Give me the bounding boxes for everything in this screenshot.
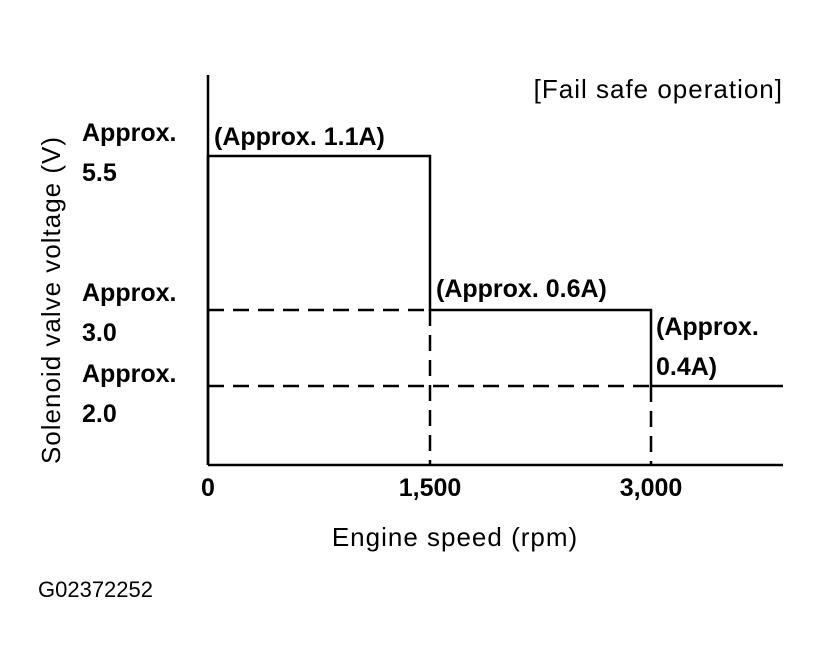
x-tick-labels: 0 1,500 3,000 xyxy=(201,474,682,502)
current-label-line: (Approx. xyxy=(656,313,759,341)
current-labels: (Approx. 1.1A) (Approx. 0.6A) (Approx. 0.4A… xyxy=(214,123,759,381)
current-label-line: (Approx. 0.6A) xyxy=(436,275,607,303)
y-tick-label: Approx. 2.0 xyxy=(82,360,176,428)
y-axis-label: Solenoid valve voltage (V) xyxy=(36,136,66,464)
current-label: (Approx. 0.4A) xyxy=(656,313,759,381)
x-tick-label: 3,000 xyxy=(620,474,683,502)
current-label: (Approx. 1.1A) xyxy=(214,123,385,151)
y-tick-label: Approx. 3.0 xyxy=(82,279,176,347)
current-label-line: 0.4A) xyxy=(656,353,717,381)
reference-lines xyxy=(208,308,653,465)
x-tick-label: 1,500 xyxy=(399,474,462,502)
y-tick-label-line: 5.5 xyxy=(82,159,117,187)
y-tick-label: Approx. 5.5 xyxy=(82,119,176,187)
step-line xyxy=(206,154,783,465)
y-tick-label-line: 3.0 xyxy=(82,319,117,347)
y-tick-label-line: Approx. xyxy=(82,360,176,388)
current-label: (Approx. 0.6A) xyxy=(436,275,607,303)
figure-code: G02372252 xyxy=(38,577,153,602)
current-label-line: (Approx. 1.1A) xyxy=(214,123,385,151)
y-tick-label-line: Approx. xyxy=(82,279,176,307)
x-axis-label: Engine speed (rpm) xyxy=(332,522,578,552)
chart-title: [Fail safe operation] xyxy=(534,74,783,104)
y-tick-label-line: 2.0 xyxy=(82,400,117,428)
step-series xyxy=(206,154,783,465)
x-tick-label: 0 xyxy=(201,474,215,502)
y-tick-labels: Approx. 5.5 Approx. 3.0 Approx. 2.0 xyxy=(82,119,176,428)
y-tick-label-line: Approx. xyxy=(82,119,176,147)
